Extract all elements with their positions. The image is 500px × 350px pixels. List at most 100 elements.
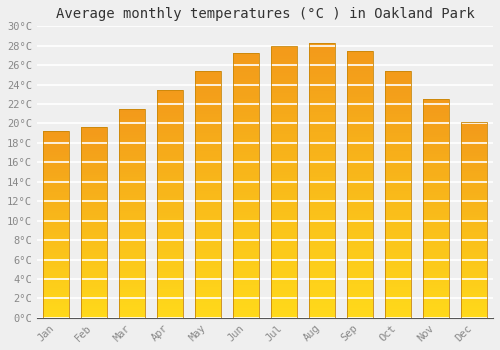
Bar: [118, 195, 145, 198]
Bar: [42, 152, 69, 155]
Bar: [270, 138, 297, 141]
Bar: [232, 96, 259, 99]
Bar: [232, 255, 259, 258]
Bar: [194, 287, 221, 290]
Bar: [270, 202, 297, 205]
Bar: [270, 267, 297, 270]
Bar: [156, 110, 183, 113]
Bar: [42, 297, 69, 299]
Bar: [156, 315, 183, 318]
Bar: [80, 306, 107, 308]
Bar: [422, 118, 450, 121]
Bar: [42, 176, 69, 178]
Bar: [42, 187, 69, 190]
Bar: [232, 241, 259, 245]
Bar: [384, 158, 411, 161]
Bar: [232, 92, 259, 96]
Bar: [232, 304, 259, 308]
Bar: [194, 210, 221, 213]
Bar: [42, 173, 69, 176]
Bar: [346, 171, 374, 174]
Bar: [422, 176, 450, 178]
Bar: [460, 124, 487, 126]
Bar: [80, 234, 107, 237]
Bar: [270, 284, 297, 287]
Bar: [194, 228, 221, 231]
Bar: [156, 244, 183, 247]
Bar: [232, 122, 259, 126]
Bar: [270, 199, 297, 202]
Bar: [42, 288, 69, 290]
Bar: [232, 315, 259, 318]
Bar: [194, 151, 221, 154]
Bar: [308, 139, 336, 142]
Bar: [156, 298, 183, 301]
Bar: [308, 201, 336, 204]
Bar: [270, 59, 297, 63]
Bar: [118, 258, 145, 260]
Bar: [80, 170, 107, 173]
Bar: [194, 108, 221, 111]
Bar: [194, 176, 221, 179]
Bar: [118, 109, 145, 318]
Bar: [384, 272, 411, 275]
Bar: [156, 233, 183, 236]
Bar: [270, 46, 297, 49]
Bar: [80, 139, 107, 142]
Bar: [346, 164, 374, 168]
Bar: [422, 301, 450, 304]
Bar: [118, 203, 145, 205]
Bar: [308, 98, 336, 101]
Bar: [80, 177, 107, 180]
Bar: [194, 111, 221, 114]
Bar: [80, 194, 107, 196]
Bar: [232, 139, 259, 142]
Bar: [308, 259, 336, 263]
Bar: [232, 311, 259, 315]
Bar: [422, 143, 450, 146]
Bar: [156, 125, 183, 127]
Bar: [308, 43, 336, 46]
Bar: [118, 253, 145, 255]
Bar: [156, 196, 183, 198]
Bar: [422, 211, 450, 214]
Bar: [384, 247, 411, 250]
Bar: [156, 99, 183, 102]
Bar: [346, 151, 374, 154]
Bar: [156, 307, 183, 309]
Bar: [156, 278, 183, 281]
Bar: [80, 196, 107, 199]
Bar: [460, 274, 487, 276]
Bar: [156, 113, 183, 116]
Bar: [422, 225, 450, 228]
Bar: [346, 254, 374, 258]
Bar: [308, 122, 336, 125]
Bar: [308, 294, 336, 297]
Bar: [80, 211, 107, 213]
Bar: [346, 191, 374, 194]
Bar: [308, 170, 336, 174]
Bar: [308, 211, 336, 215]
Bar: [42, 136, 69, 138]
Bar: [232, 228, 259, 232]
Bar: [156, 304, 183, 307]
Bar: [194, 219, 221, 222]
Bar: [460, 301, 487, 303]
Bar: [42, 171, 69, 173]
Bar: [80, 249, 107, 251]
Bar: [232, 129, 259, 132]
Bar: [346, 121, 374, 124]
Bar: [118, 119, 145, 122]
Bar: [42, 295, 69, 297]
Bar: [308, 67, 336, 70]
Bar: [80, 230, 107, 232]
Bar: [346, 174, 374, 177]
Bar: [422, 132, 450, 135]
Bar: [118, 205, 145, 208]
Bar: [194, 86, 221, 90]
Bar: [80, 213, 107, 216]
Bar: [460, 239, 487, 242]
Bar: [460, 151, 487, 153]
Bar: [270, 127, 297, 131]
Bar: [384, 179, 411, 182]
